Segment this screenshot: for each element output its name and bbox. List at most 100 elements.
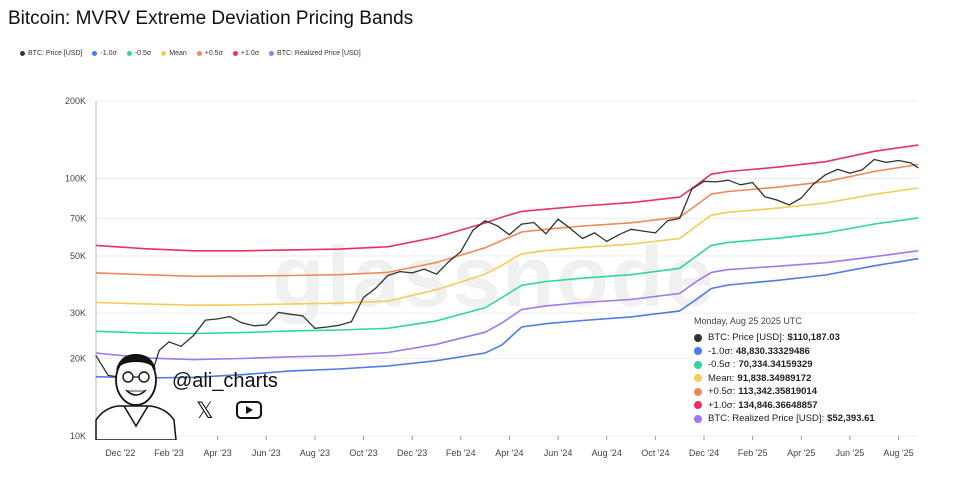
data-point (501, 296, 503, 299)
data-point (727, 241, 729, 243)
legend-item[interactable]: BTC: Realized Price [USD] (269, 50, 361, 57)
tooltip-swatch (694, 374, 702, 383)
youtube-icon (236, 401, 262, 419)
data-point (501, 264, 503, 266)
data-point (192, 332, 194, 335)
data-point (654, 232, 656, 234)
x-tick-label: Aug '25 (883, 448, 913, 458)
tooltip-swatch (694, 360, 702, 369)
data-point (484, 247, 486, 249)
data-point (521, 231, 523, 233)
data-point (727, 190, 729, 193)
series-0-5 (95, 217, 919, 335)
data-point (776, 166, 778, 168)
data-point (776, 237, 778, 239)
data-point (423, 268, 425, 270)
data-point (581, 237, 584, 240)
data-point (253, 325, 255, 327)
data-point (277, 311, 279, 313)
y-tick-label: 70K (70, 213, 86, 223)
series-line (95, 217, 919, 335)
data-point (290, 330, 292, 332)
tooltip-label: BTC: Price [USD]: (708, 332, 785, 344)
data-point (521, 326, 523, 328)
series-line (95, 158, 919, 380)
data-point (581, 246, 584, 248)
data-point (825, 262, 827, 264)
data-point (533, 221, 535, 224)
data-point (788, 204, 790, 206)
series-0-5 (95, 163, 919, 278)
data-point (290, 303, 292, 305)
author-avatar (95, 354, 177, 440)
data-point (545, 323, 547, 325)
legend-item[interactable]: +0.5σ (196, 50, 223, 57)
legend-item[interactable]: -0.5σ (126, 50, 151, 57)
x-tick-label: Jun '25 (836, 448, 865, 458)
tooltip-label: -0.5σ : (708, 359, 736, 371)
data-point (484, 273, 486, 275)
y-tick-label: 10K (70, 431, 86, 441)
legend-swatch (92, 51, 98, 56)
data-point (710, 214, 712, 216)
legend-item[interactable]: BTC: Price [USD] (20, 50, 82, 57)
series-line (95, 257, 919, 379)
data-point (679, 310, 681, 312)
data-point (460, 251, 462, 253)
data-point (910, 162, 912, 164)
data-point (168, 341, 170, 343)
legend-label: +0.5σ (204, 50, 223, 57)
data-point (95, 244, 97, 246)
series-line (95, 250, 919, 361)
data-point (521, 284, 523, 286)
y-tick-label: 50K (70, 251, 86, 261)
data-point (545, 233, 547, 235)
data-point (95, 352, 97, 354)
tooltip-row: BTC: Realized Price [USD]: $52,393.61 (694, 412, 926, 426)
legend-label: +1.0σ (240, 50, 260, 57)
data-point (873, 170, 875, 173)
x-tick-label: Jun '24 (544, 448, 573, 458)
data-point (679, 196, 681, 198)
tooltip-label: Mean: (708, 372, 735, 384)
data-point (95, 376, 97, 378)
data-point (229, 316, 231, 318)
data-point (837, 168, 839, 170)
legend-item[interactable]: -1.0σ (92, 50, 117, 57)
data-point (594, 232, 596, 234)
data-point (557, 218, 559, 220)
chart-title: Bitcoin: MVRV Extreme Deviation Pricing … (8, 8, 414, 29)
data-point (521, 210, 523, 212)
tooltip-row: -0.5σ :70,334.34159329 (694, 358, 926, 372)
data-point (192, 359, 194, 361)
data-point (501, 322, 503, 324)
data-point (630, 243, 632, 245)
data-point (314, 327, 316, 329)
data-point (776, 199, 778, 201)
data-point (338, 324, 340, 326)
data-point (484, 222, 486, 224)
x-tick-label: Apr '24 (495, 448, 523, 458)
data-point (204, 319, 206, 321)
data-point (727, 269, 729, 271)
data-point (192, 376, 194, 378)
legend-swatch (20, 51, 25, 56)
data-point (107, 374, 109, 376)
legend-item[interactable]: Mean (161, 50, 187, 57)
data-point (727, 170, 729, 173)
data-point (192, 250, 194, 252)
legend-item[interactable]: +1.0σ (232, 50, 260, 57)
tooltip-label: -1.0σ: (708, 345, 733, 357)
data-point (521, 223, 523, 225)
data-point (569, 227, 571, 229)
data-point (435, 360, 438, 362)
data-point (812, 183, 815, 185)
tooltip-label: +1.0σ: (708, 399, 736, 411)
tooltip-value: $110,187.03 (787, 332, 840, 344)
data-point (727, 179, 729, 181)
data-point (873, 193, 875, 195)
data-point (265, 324, 267, 326)
x-tick-label: Jun '23 (252, 448, 281, 458)
data-point (95, 272, 97, 274)
